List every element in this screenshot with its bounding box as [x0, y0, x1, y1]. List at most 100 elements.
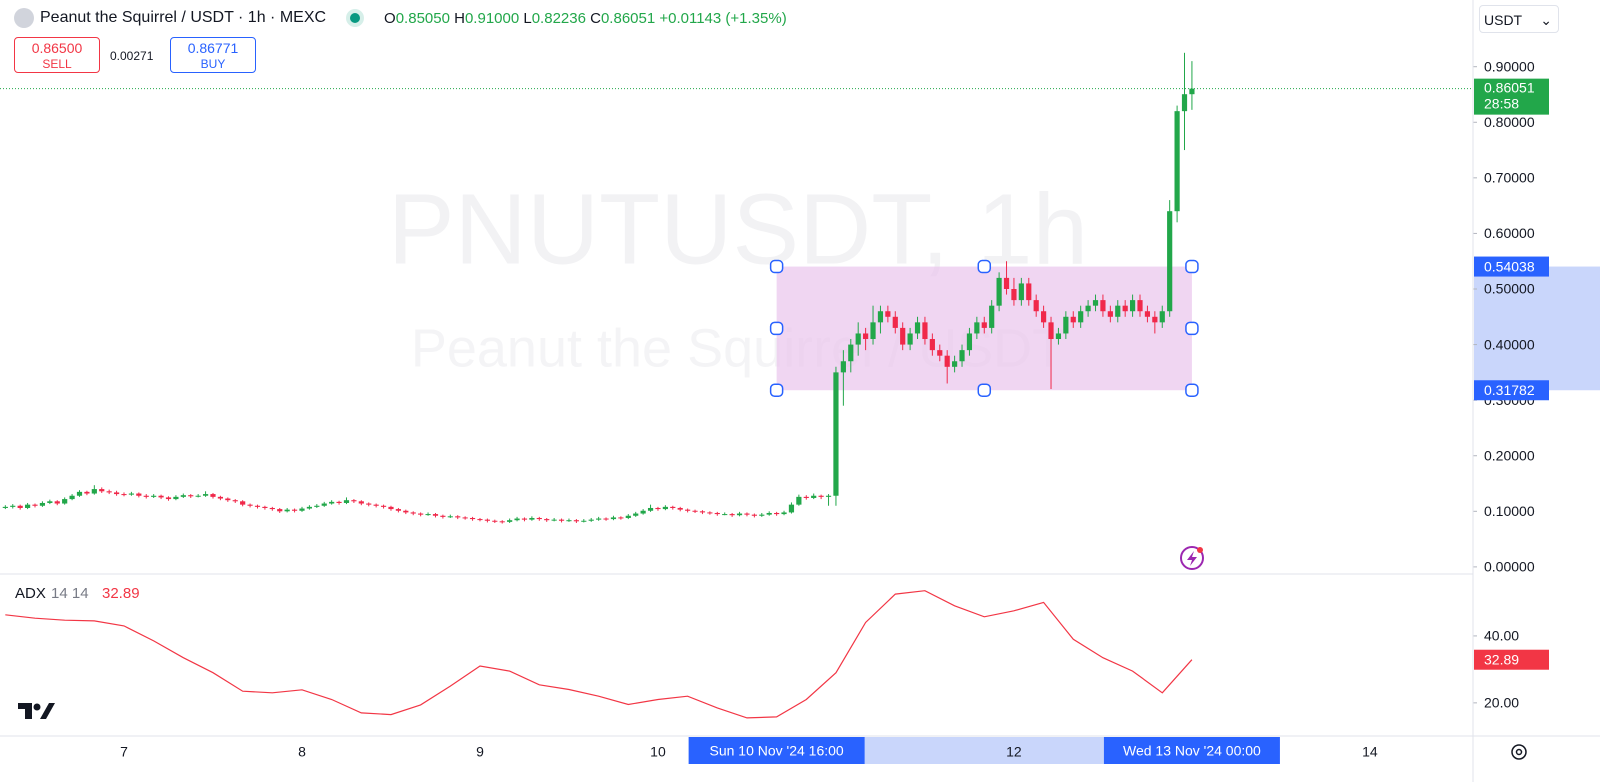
candle-body	[714, 512, 720, 515]
candle-body	[225, 498, 231, 501]
y-tick-label: 20.00	[1484, 695, 1519, 711]
adx-legend-value: 32.89	[102, 585, 140, 602]
candle-body	[1085, 305, 1091, 312]
candle-body	[736, 513, 743, 516]
candle-body	[744, 513, 750, 515]
x-tick-label: 14	[1362, 744, 1378, 760]
candle-body	[39, 502, 46, 506]
last-price-bg	[1474, 78, 1549, 115]
candle-body	[128, 493, 135, 495]
h-value: 0.91000	[464, 9, 520, 27]
candle-body	[581, 520, 587, 522]
y-tick-label: 0.70000	[1484, 170, 1535, 186]
sell-price: 0.86500	[31, 40, 83, 56]
candle-body	[1189, 88, 1195, 95]
adx-line	[5, 590, 1193, 719]
candle-body	[981, 322, 987, 328]
candle-body	[1130, 300, 1136, 312]
candle-body	[1041, 311, 1047, 323]
buy-button[interactable]: 0.86771 BUY	[170, 37, 256, 73]
symbol-title[interactable]: Peanut the Squirrel / USDT · 1h · MEXC	[40, 9, 327, 26]
settings-icon[interactable]	[1511, 744, 1527, 760]
candle-body	[410, 512, 416, 514]
candle-body	[254, 505, 261, 507]
candle-body	[1063, 316, 1069, 334]
candle-body	[17, 505, 23, 508]
countdown: 28:58	[1484, 95, 1519, 111]
x-tick-label: 12	[1006, 744, 1022, 760]
candle-body	[1055, 333, 1062, 340]
y-tick-label: 0.20000	[1484, 447, 1535, 463]
candle-body	[262, 506, 268, 508]
currency: USDT	[1484, 12, 1523, 28]
c-label: C	[590, 9, 601, 27]
axis-highlight	[1474, 266, 1600, 391]
adx-value-label: 32.89	[1484, 651, 1519, 667]
candle-body	[751, 514, 757, 516]
resize-handle	[769, 259, 784, 274]
resize-handle	[977, 259, 992, 274]
candle-body	[900, 327, 906, 345]
candle-body	[269, 507, 275, 510]
candle-body	[425, 514, 431, 516]
resize-handle	[1185, 321, 1199, 336]
candle-body	[603, 518, 609, 520]
adx-title: ADX	[15, 585, 46, 602]
sell-button[interactable]: 0.86500 SELL	[14, 37, 100, 73]
candle-body	[121, 494, 127, 496]
candle-body	[588, 519, 594, 521]
candle-body	[99, 489, 105, 492]
buy-price: 0.86771	[187, 40, 239, 56]
candle-body	[796, 496, 802, 505]
candle-body	[558, 519, 565, 521]
candle-body	[544, 519, 550, 521]
candle-body	[677, 507, 683, 510]
candle-body	[69, 495, 75, 500]
candle-body	[343, 500, 350, 503]
candle-body	[395, 509, 401, 511]
candle-body	[937, 350, 943, 356]
candle-body	[840, 361, 846, 373]
candle-body	[811, 495, 817, 498]
candle-body	[1048, 322, 1054, 340]
candle-body	[1115, 305, 1121, 317]
candle-body	[1026, 283, 1032, 301]
candle-body	[62, 499, 68, 504]
y-tick-label: 0.40000	[1484, 336, 1535, 352]
candle-body	[781, 512, 787, 515]
candle-body	[321, 503, 327, 506]
candle-body	[670, 506, 676, 508]
candle-body	[195, 495, 201, 497]
lightning-icon[interactable]	[1180, 546, 1204, 570]
o-label: O	[384, 9, 396, 27]
candle-body	[165, 497, 172, 500]
currency-select[interactable]: USDT ⌄	[1479, 5, 1559, 33]
candle-body	[24, 504, 31, 508]
candle-body	[929, 339, 935, 351]
candle-body	[106, 491, 112, 493]
candle-body	[76, 491, 83, 496]
candle-body	[499, 521, 505, 523]
candle-body	[855, 333, 861, 345]
candle-body	[10, 505, 16, 507]
candle-body	[277, 509, 283, 512]
candle-body	[373, 504, 379, 506]
candle-body	[729, 514, 735, 516]
candle-body	[989, 305, 995, 328]
candle-body	[944, 355, 950, 367]
candle-body	[996, 277, 1002, 306]
candle-body	[774, 512, 780, 515]
candle-body	[306, 506, 312, 509]
x-tick-label: 8	[298, 744, 306, 760]
candle-body	[403, 510, 409, 513]
candle-body	[766, 512, 772, 515]
candle-body	[863, 333, 869, 340]
candle-body	[291, 509, 298, 511]
candle-body	[1167, 211, 1173, 312]
candle-body	[647, 507, 654, 511]
candle-body	[329, 501, 335, 504]
candle-body	[551, 519, 557, 521]
candle-body	[633, 513, 639, 516]
time-label: Sun 10 Nov '24 16:00	[710, 743, 844, 759]
